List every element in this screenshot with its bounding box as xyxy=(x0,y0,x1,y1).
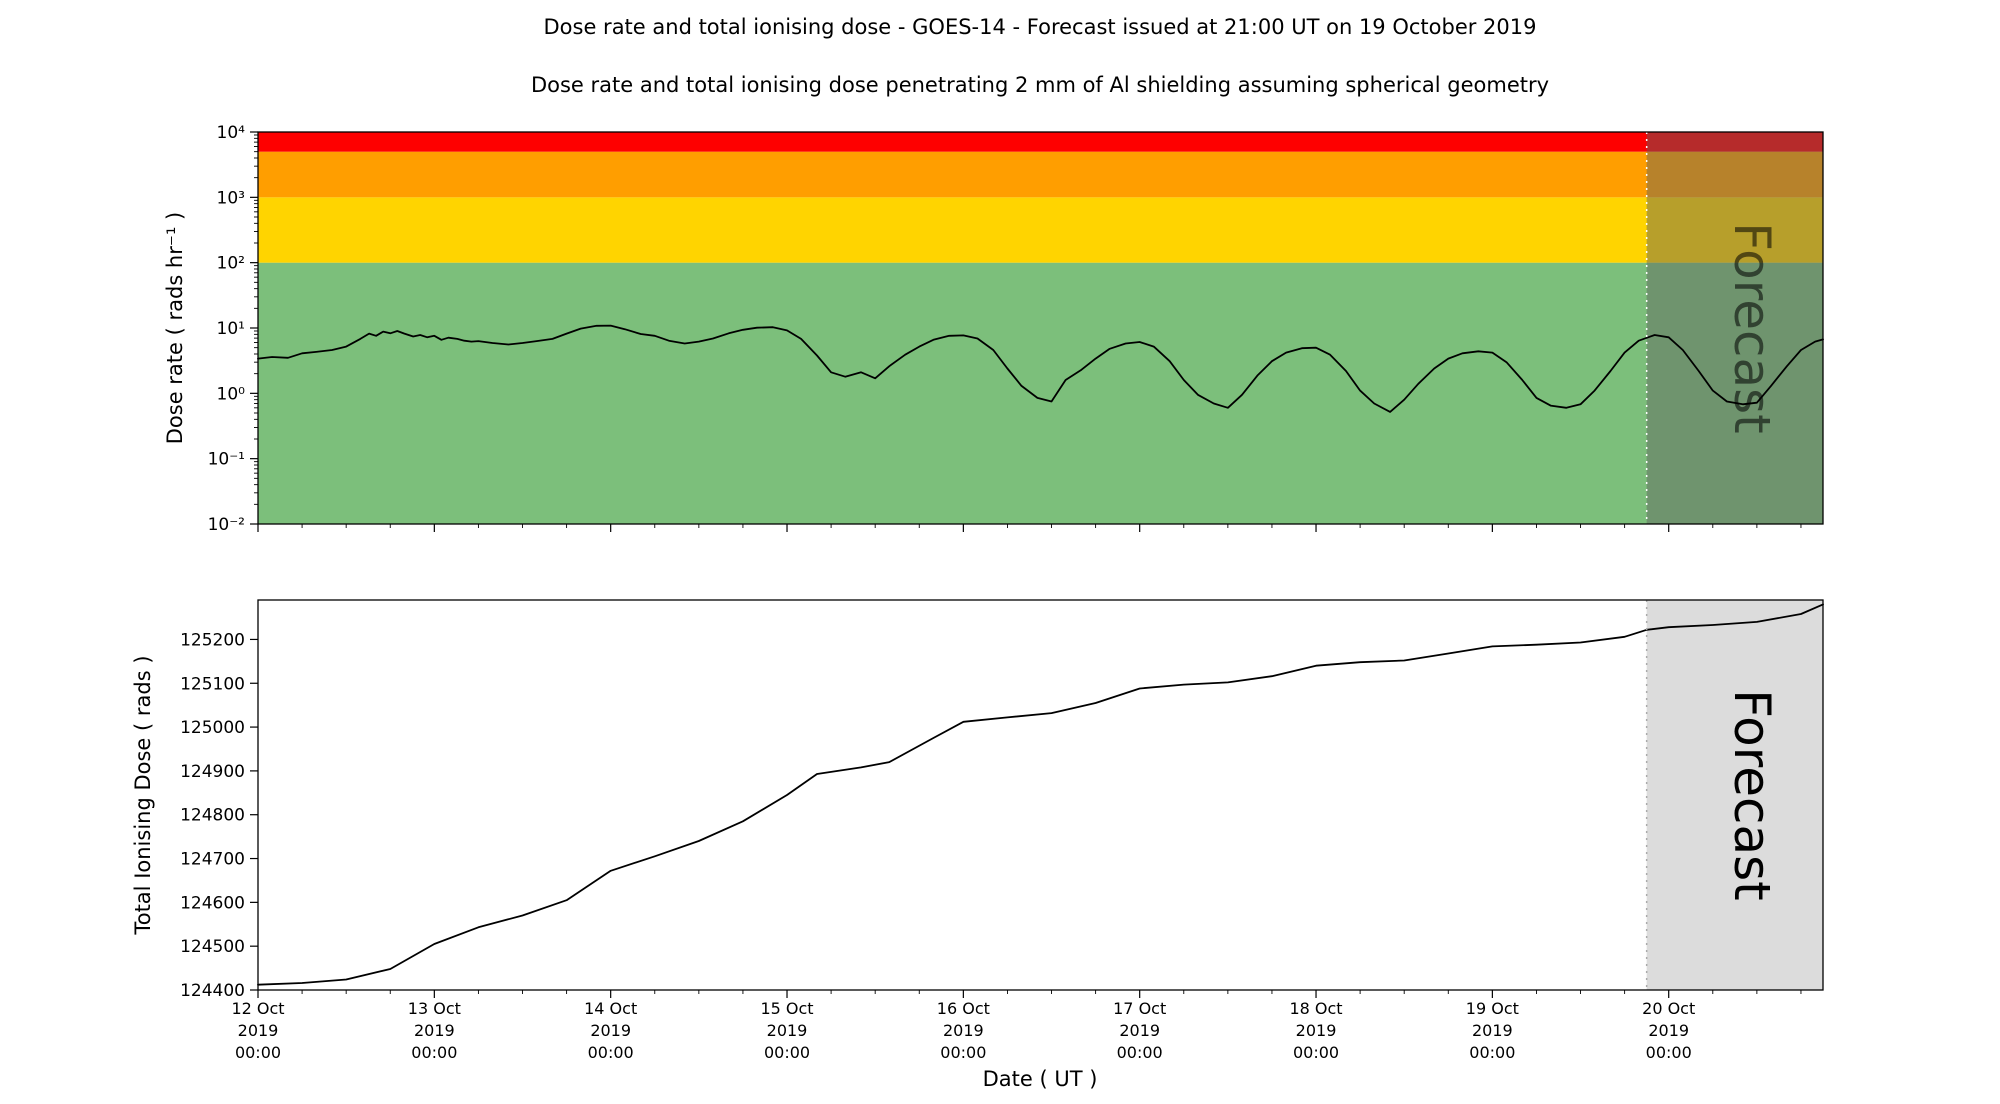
band-orange-alert xyxy=(258,151,1823,198)
x-tick-label: 19 Oct xyxy=(1466,999,1519,1018)
x-tick-label: 00:00 xyxy=(588,1043,634,1062)
chart-subtitle: Dose rate and total ionising dose penetr… xyxy=(531,73,1549,97)
y-tick-label: 125200 xyxy=(180,630,245,650)
total-dose-line xyxy=(257,603,1824,986)
x-tick-label: 2019 xyxy=(1296,1021,1337,1040)
y-tick-label: 10² xyxy=(217,254,245,274)
band-green-nominal xyxy=(258,262,1823,524)
band-yellow-warning xyxy=(258,197,1823,263)
y-tick-label: 124400 xyxy=(180,981,245,1001)
x-tick-label: 2019 xyxy=(1472,1021,1513,1040)
plot-border-bottom xyxy=(257,599,1824,991)
forecast-region-top xyxy=(1646,132,1823,524)
total-dose-plot: 124400 124500 124600 124700 124800 124900 1250… xyxy=(180,599,1824,1062)
x-tick-label: 00:00 xyxy=(1469,1043,1515,1062)
x-tick-label: 2019 xyxy=(414,1021,455,1040)
y-tick-label: 124600 xyxy=(180,893,245,913)
total-dose-y-axis-label: Total Ionising Dose ( rads ) xyxy=(131,655,155,935)
x-tick-label: 18 Oct xyxy=(1289,999,1342,1018)
y-tick-label: 10³ xyxy=(217,188,245,208)
y-tick-label: 10⁴ xyxy=(217,123,246,143)
y-tick-label: 10⁻² xyxy=(208,515,245,535)
dose-rate-y-axis-label: Dose rate ( rads hr⁻¹ ) xyxy=(163,212,187,445)
x-tick-label: 2019 xyxy=(943,1021,984,1040)
y-tick-label: 10¹ xyxy=(217,319,245,339)
x-tick-label: 00:00 xyxy=(1293,1043,1339,1062)
x-tick-label: 00:00 xyxy=(411,1043,457,1062)
x-tick-label: 00:00 xyxy=(1117,1043,1163,1062)
x-tick-label: 12 Oct xyxy=(231,999,284,1018)
y-tick-label: 124700 xyxy=(180,850,245,870)
y-tick-label: 125000 xyxy=(180,718,245,738)
x-tick-label: 2019 xyxy=(238,1021,279,1040)
forecast-label-top: Forecast xyxy=(1723,222,1781,434)
forecast-label-bottom: Forecast xyxy=(1723,689,1781,901)
x-tick-label: 00:00 xyxy=(940,1043,986,1062)
chart-title: Dose rate and total ionising dose - GOES… xyxy=(544,15,1537,39)
y-tick-label: 124500 xyxy=(180,937,245,957)
x-tick-label: 00:00 xyxy=(764,1043,810,1062)
x-tick-label: 17 Oct xyxy=(1113,999,1166,1018)
x-tick-label: 2019 xyxy=(1648,1021,1689,1040)
y-tick-label: 10⁰ xyxy=(217,384,246,404)
band-red-severe xyxy=(258,132,1823,152)
x-tick-label: 13 Oct xyxy=(408,999,461,1018)
x-tick-label: 16 Oct xyxy=(937,999,990,1018)
y-tick-label: 125100 xyxy=(180,674,245,694)
x-tick-label: 15 Oct xyxy=(760,999,813,1018)
x-tick-label: 00:00 xyxy=(1646,1043,1692,1062)
plot-border-top xyxy=(257,131,1824,525)
forecast-region-bottom xyxy=(1646,600,1823,990)
dose-rate-line xyxy=(257,324,1824,413)
x-axis-label: Date ( UT ) xyxy=(983,1067,1098,1091)
x-tick-label: 2019 xyxy=(590,1021,631,1040)
y-tick-label: 10⁻¹ xyxy=(208,450,245,470)
x-tick-label: 14 Oct xyxy=(584,999,637,1018)
y-tick-label: 124800 xyxy=(180,806,245,826)
x-tick-label: 00:00 xyxy=(235,1043,281,1062)
y-tick-label: 124900 xyxy=(180,762,245,782)
x-tick-label: 2019 xyxy=(767,1021,808,1040)
dose-rate-plot: 10⁻² 10⁻¹ 10⁰ 10¹ 10² 10³ 10⁴ xyxy=(208,123,1824,535)
x-tick-label: 20 Oct xyxy=(1642,999,1695,1018)
x-tick-label: 2019 xyxy=(1119,1021,1160,1040)
